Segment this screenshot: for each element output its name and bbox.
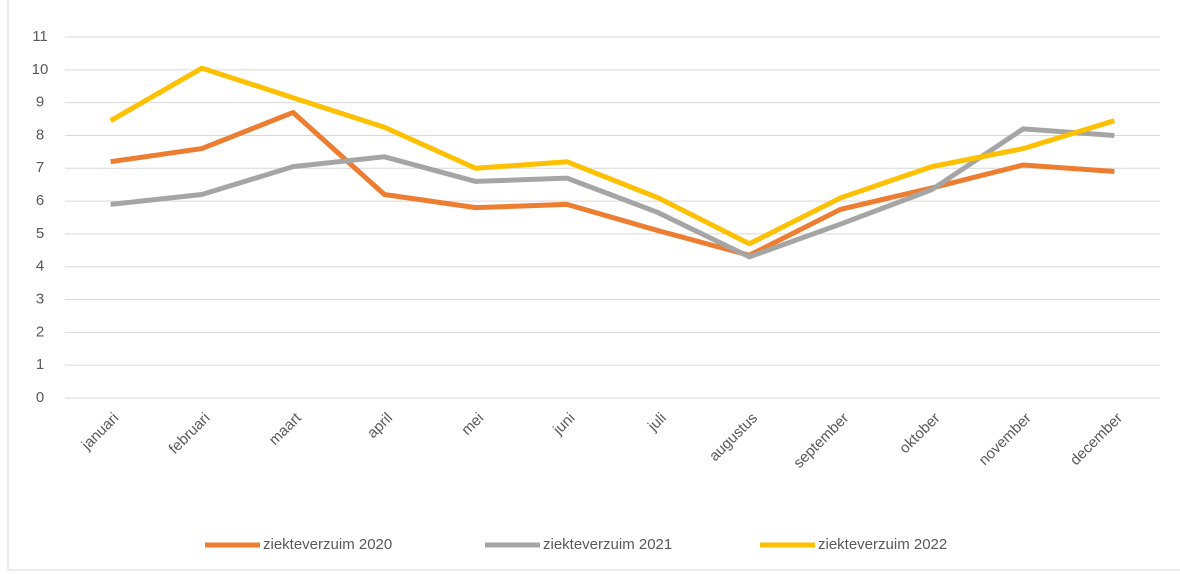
series-line: [110, 126, 1115, 260]
y-tick-label: 4: [36, 258, 44, 275]
y-tick-label: 0: [36, 389, 44, 406]
x-tick-label: februari: [166, 410, 214, 458]
y-tick-label: 3: [36, 291, 44, 308]
x-tick-label: april: [364, 410, 396, 442]
y-tick-label: 9: [36, 94, 44, 111]
x-tick-label: augustus: [706, 410, 761, 465]
legend-label: ziekteverzuim 2021: [543, 536, 672, 553]
x-tick-label: juli: [644, 410, 670, 436]
x-tick-label: september: [790, 410, 852, 472]
y-tick-label: 10: [32, 61, 49, 78]
y-tick-label: 6: [36, 192, 44, 209]
series-line: [110, 109, 1115, 258]
y-tick-label: 7: [36, 159, 44, 176]
y-tick-label: 8: [36, 126, 44, 143]
y-tick-label: 1: [36, 356, 44, 373]
legend-label: ziekteverzuim 2022: [818, 536, 947, 553]
x-tick-label: mei: [458, 410, 487, 439]
y-tick-label: 2: [36, 323, 44, 340]
y-tick-label: 5: [36, 225, 44, 242]
legend-label: ziekteverzuim 2020: [263, 536, 392, 553]
x-tick-label: maart: [266, 409, 306, 449]
x-tick-label: juni: [549, 410, 578, 439]
series-line: [109, 65, 1116, 247]
chart-frame: [7, 0, 1180, 571]
y-tick-label: 11: [32, 28, 48, 45]
x-tick-label: december: [1067, 410, 1126, 469]
x-tick-label: oktober: [896, 410, 943, 457]
x-tick-label: januari: [78, 410, 123, 455]
x-tick-label: november: [976, 410, 1035, 469]
